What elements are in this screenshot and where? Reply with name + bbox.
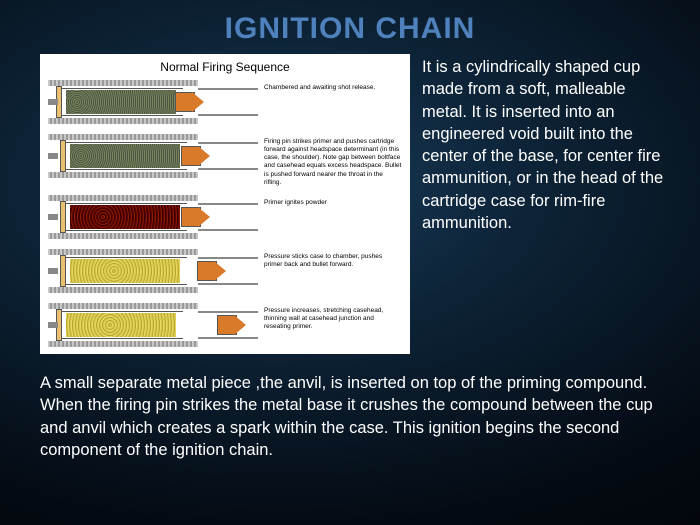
firing-step-4: Pressure sticks case to chamber, pushes … bbox=[48, 247, 402, 295]
step-caption: Pressure increases, stretching casehead,… bbox=[258, 301, 402, 331]
cartridge-illustration bbox=[48, 78, 258, 126]
step-caption: Chambered and awaiting shot release. bbox=[258, 78, 402, 92]
step-caption: Firing pin strikes primer and pushes car… bbox=[258, 132, 402, 187]
firing-step-3: Primer ignites powder bbox=[48, 193, 402, 241]
cartridge-illustration bbox=[48, 132, 258, 180]
firing-sequence-diagram: Normal Firing Sequence Chambered and awa… bbox=[40, 54, 410, 354]
firing-step-1: Chambered and awaiting shot release. bbox=[48, 78, 402, 126]
diagram-title: Normal Firing Sequence bbox=[48, 60, 402, 74]
step-caption: Primer ignites powder bbox=[258, 193, 402, 207]
cartridge-illustration bbox=[48, 301, 258, 349]
cartridge-illustration bbox=[48, 193, 258, 241]
anvil-description: A small separate metal piece ,the anvil,… bbox=[0, 362, 700, 461]
primer-cup-description: It is a cylindrically shaped cup made fr… bbox=[422, 54, 672, 354]
content-row: Normal Firing Sequence Chambered and awa… bbox=[0, 54, 700, 362]
cartridge-illustration bbox=[48, 247, 258, 295]
slide-title: IGNITION CHAIN bbox=[0, 0, 700, 54]
firing-step-2: Firing pin strikes primer and pushes car… bbox=[48, 132, 402, 187]
step-caption: Pressure sticks case to chamber, pushes … bbox=[258, 247, 402, 269]
firing-step-5: Pressure increases, stretching casehead,… bbox=[48, 301, 402, 349]
